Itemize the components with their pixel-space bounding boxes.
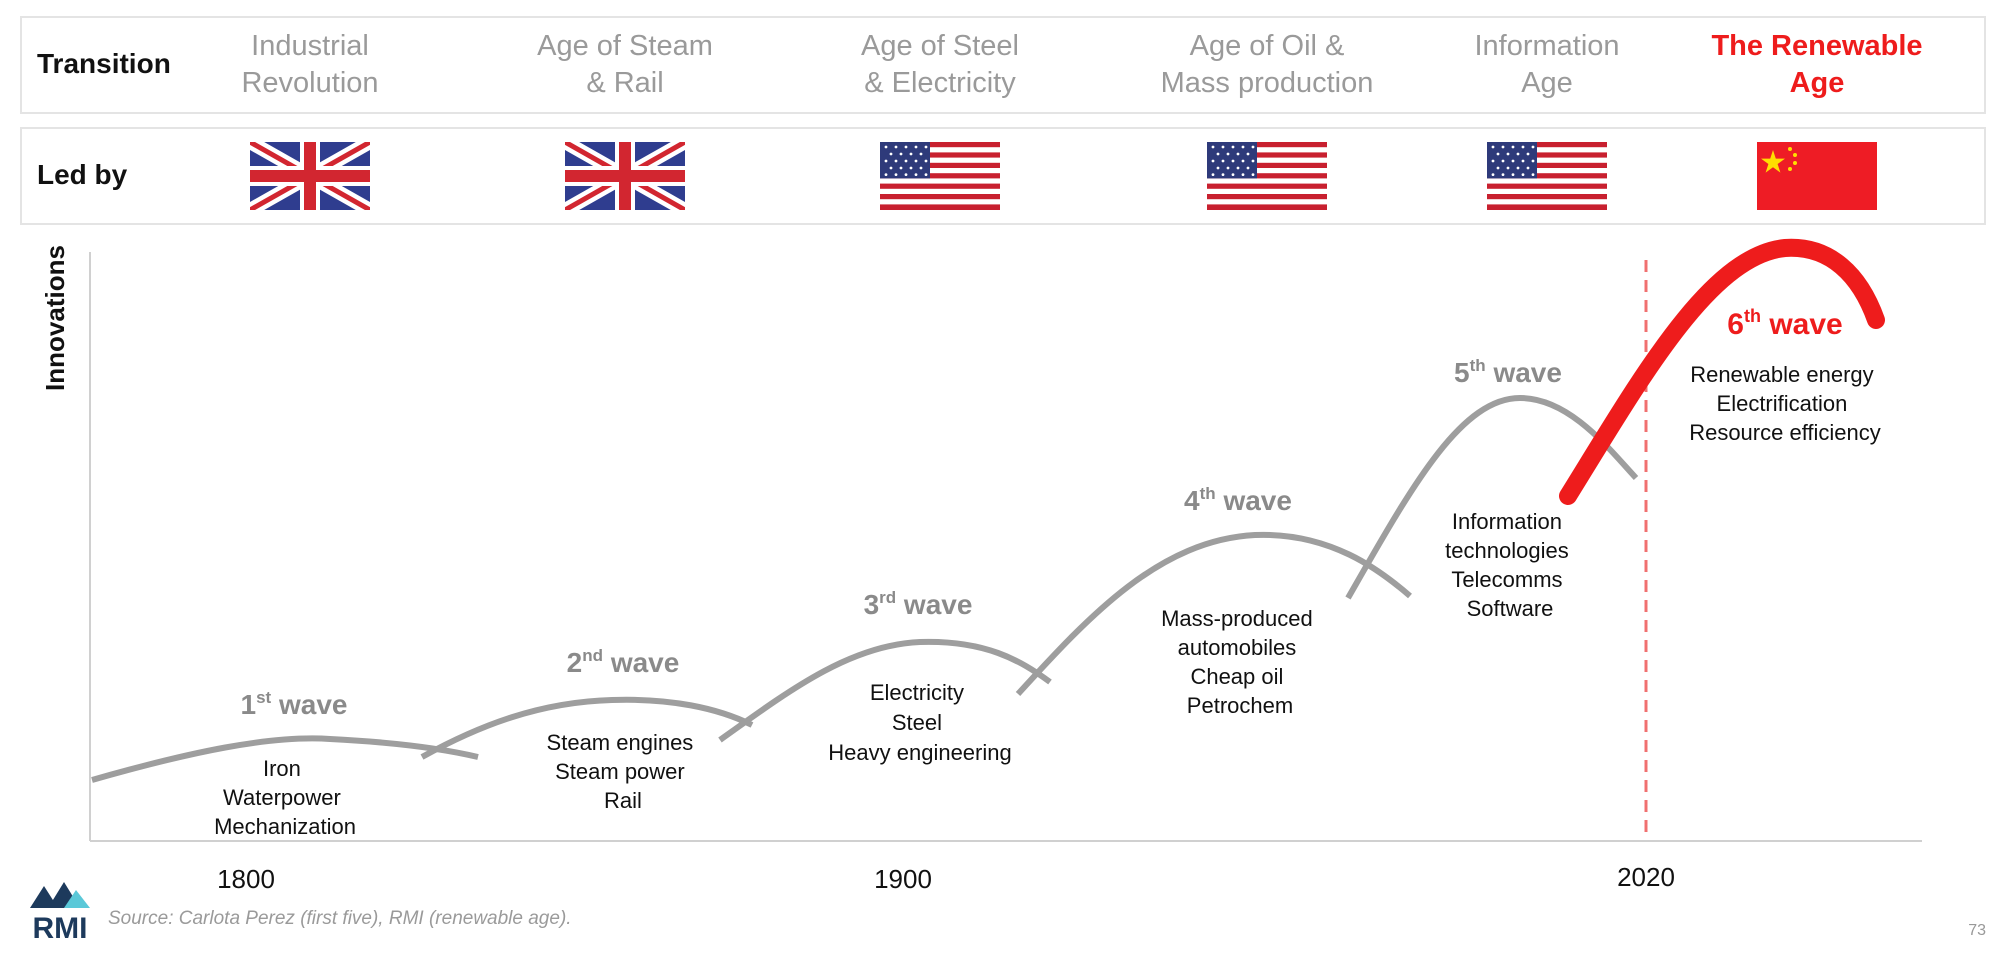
us-flag-icon [1207,142,1327,210]
rmi-logo: RMI [26,878,96,947]
uk-flag-icon [565,142,685,210]
wave-6-title: 6th wave [1727,306,1842,341]
era-steam-rail: Age of Steam & Rail [537,30,713,99]
era-oil-mass-production: Age of Oil & Mass production [1160,30,1374,99]
wave-6-curve [1559,238,1885,505]
rmi-logo-text: RMI [33,912,88,942]
y-axis-label: Innovations [40,245,70,391]
led-by-row: Led by [20,127,1986,225]
wave-5-title: 5th wave [1454,356,1562,388]
era-industrial-revolution: Industrial Revolution [241,30,379,99]
y-axis-label-group: Innovations [40,245,70,391]
wave-3-curve [718,638,1052,743]
us-flag-icon [880,142,1000,210]
wave-2-curve [420,696,754,760]
wave-4-curve [1015,531,1412,697]
transition-row: Transition Industrial Revolution Age of S… [20,16,1986,114]
wave-5-items: Information technologies Telecomms Softw… [1445,509,1575,621]
wave-2-title: 2nd wave [567,646,680,678]
transition-label: Transition [37,48,171,79]
us-flag-icon [1487,142,1607,210]
x-tick-1800: 1800 [217,864,275,894]
wave-3-title: 3rd wave [864,588,973,620]
wave-3-items: Electricity Steel Heavy engineering [828,680,1011,765]
wave-4-title: 4th wave [1184,484,1292,516]
wave-6-items: Renewable energy Electrification Resourc… [1689,362,1881,445]
era-renewable-age: The Renewable Age [1711,30,1923,99]
x-tick-1900: 1900 [874,864,932,894]
led-by-label: Led by [37,159,128,190]
wave-1-title: 1st wave [241,688,348,720]
uk-flag-icon [250,142,370,210]
wave-4-items: Mass-produced automobiles Cheap oil Petr… [1161,606,1319,718]
page-number: 73 [1968,922,1986,939]
wave-2-items: Steam engines Steam power Rail [547,730,700,813]
china-flag-icon [1757,142,1877,210]
source-note: Source: Carlota Perez (first five), RMI … [108,908,572,929]
era-information-age: Information Age [1474,30,1620,99]
wave-1-items: Iron Waterpower Mechanization [214,756,356,839]
x-tick-2020: 2020 [1617,862,1675,892]
era-steel-electricity: Age of Steel & Electricity [861,30,1019,99]
